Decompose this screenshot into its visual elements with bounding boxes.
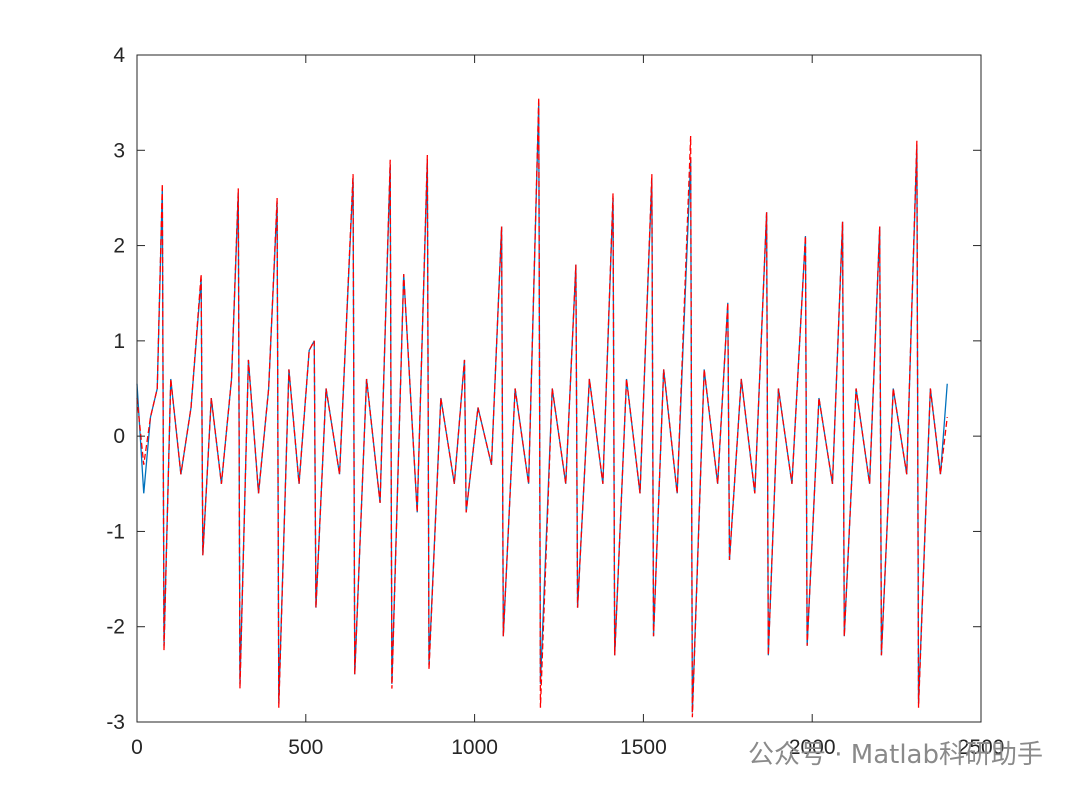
watermark: 公众号 · Matlab科研助手 [748,740,1043,770]
x-tick-label: 2500 [958,736,1005,759]
line-series [136,97,948,718]
x-tick-label: 1500 [620,736,667,759]
axes-box [136,54,982,723]
y-tick-label: -3 [106,711,125,734]
y-tick-label: 0 [113,425,125,448]
x-tick-label: 500 [288,736,323,759]
y-tick-label: 3 [113,139,125,162]
x-tick-label: 1000 [451,736,498,759]
x-tick-label: 2000 [789,736,836,759]
y-tick-label: 4 [113,44,125,67]
y-tick-label: 2 [113,235,125,258]
y-tick-label: -2 [106,616,125,639]
y-tick-label: 1 [113,330,125,353]
y-tick-label: -1 [106,520,125,543]
plot-area [137,55,981,722]
x-tick-label: 0 [131,736,143,759]
